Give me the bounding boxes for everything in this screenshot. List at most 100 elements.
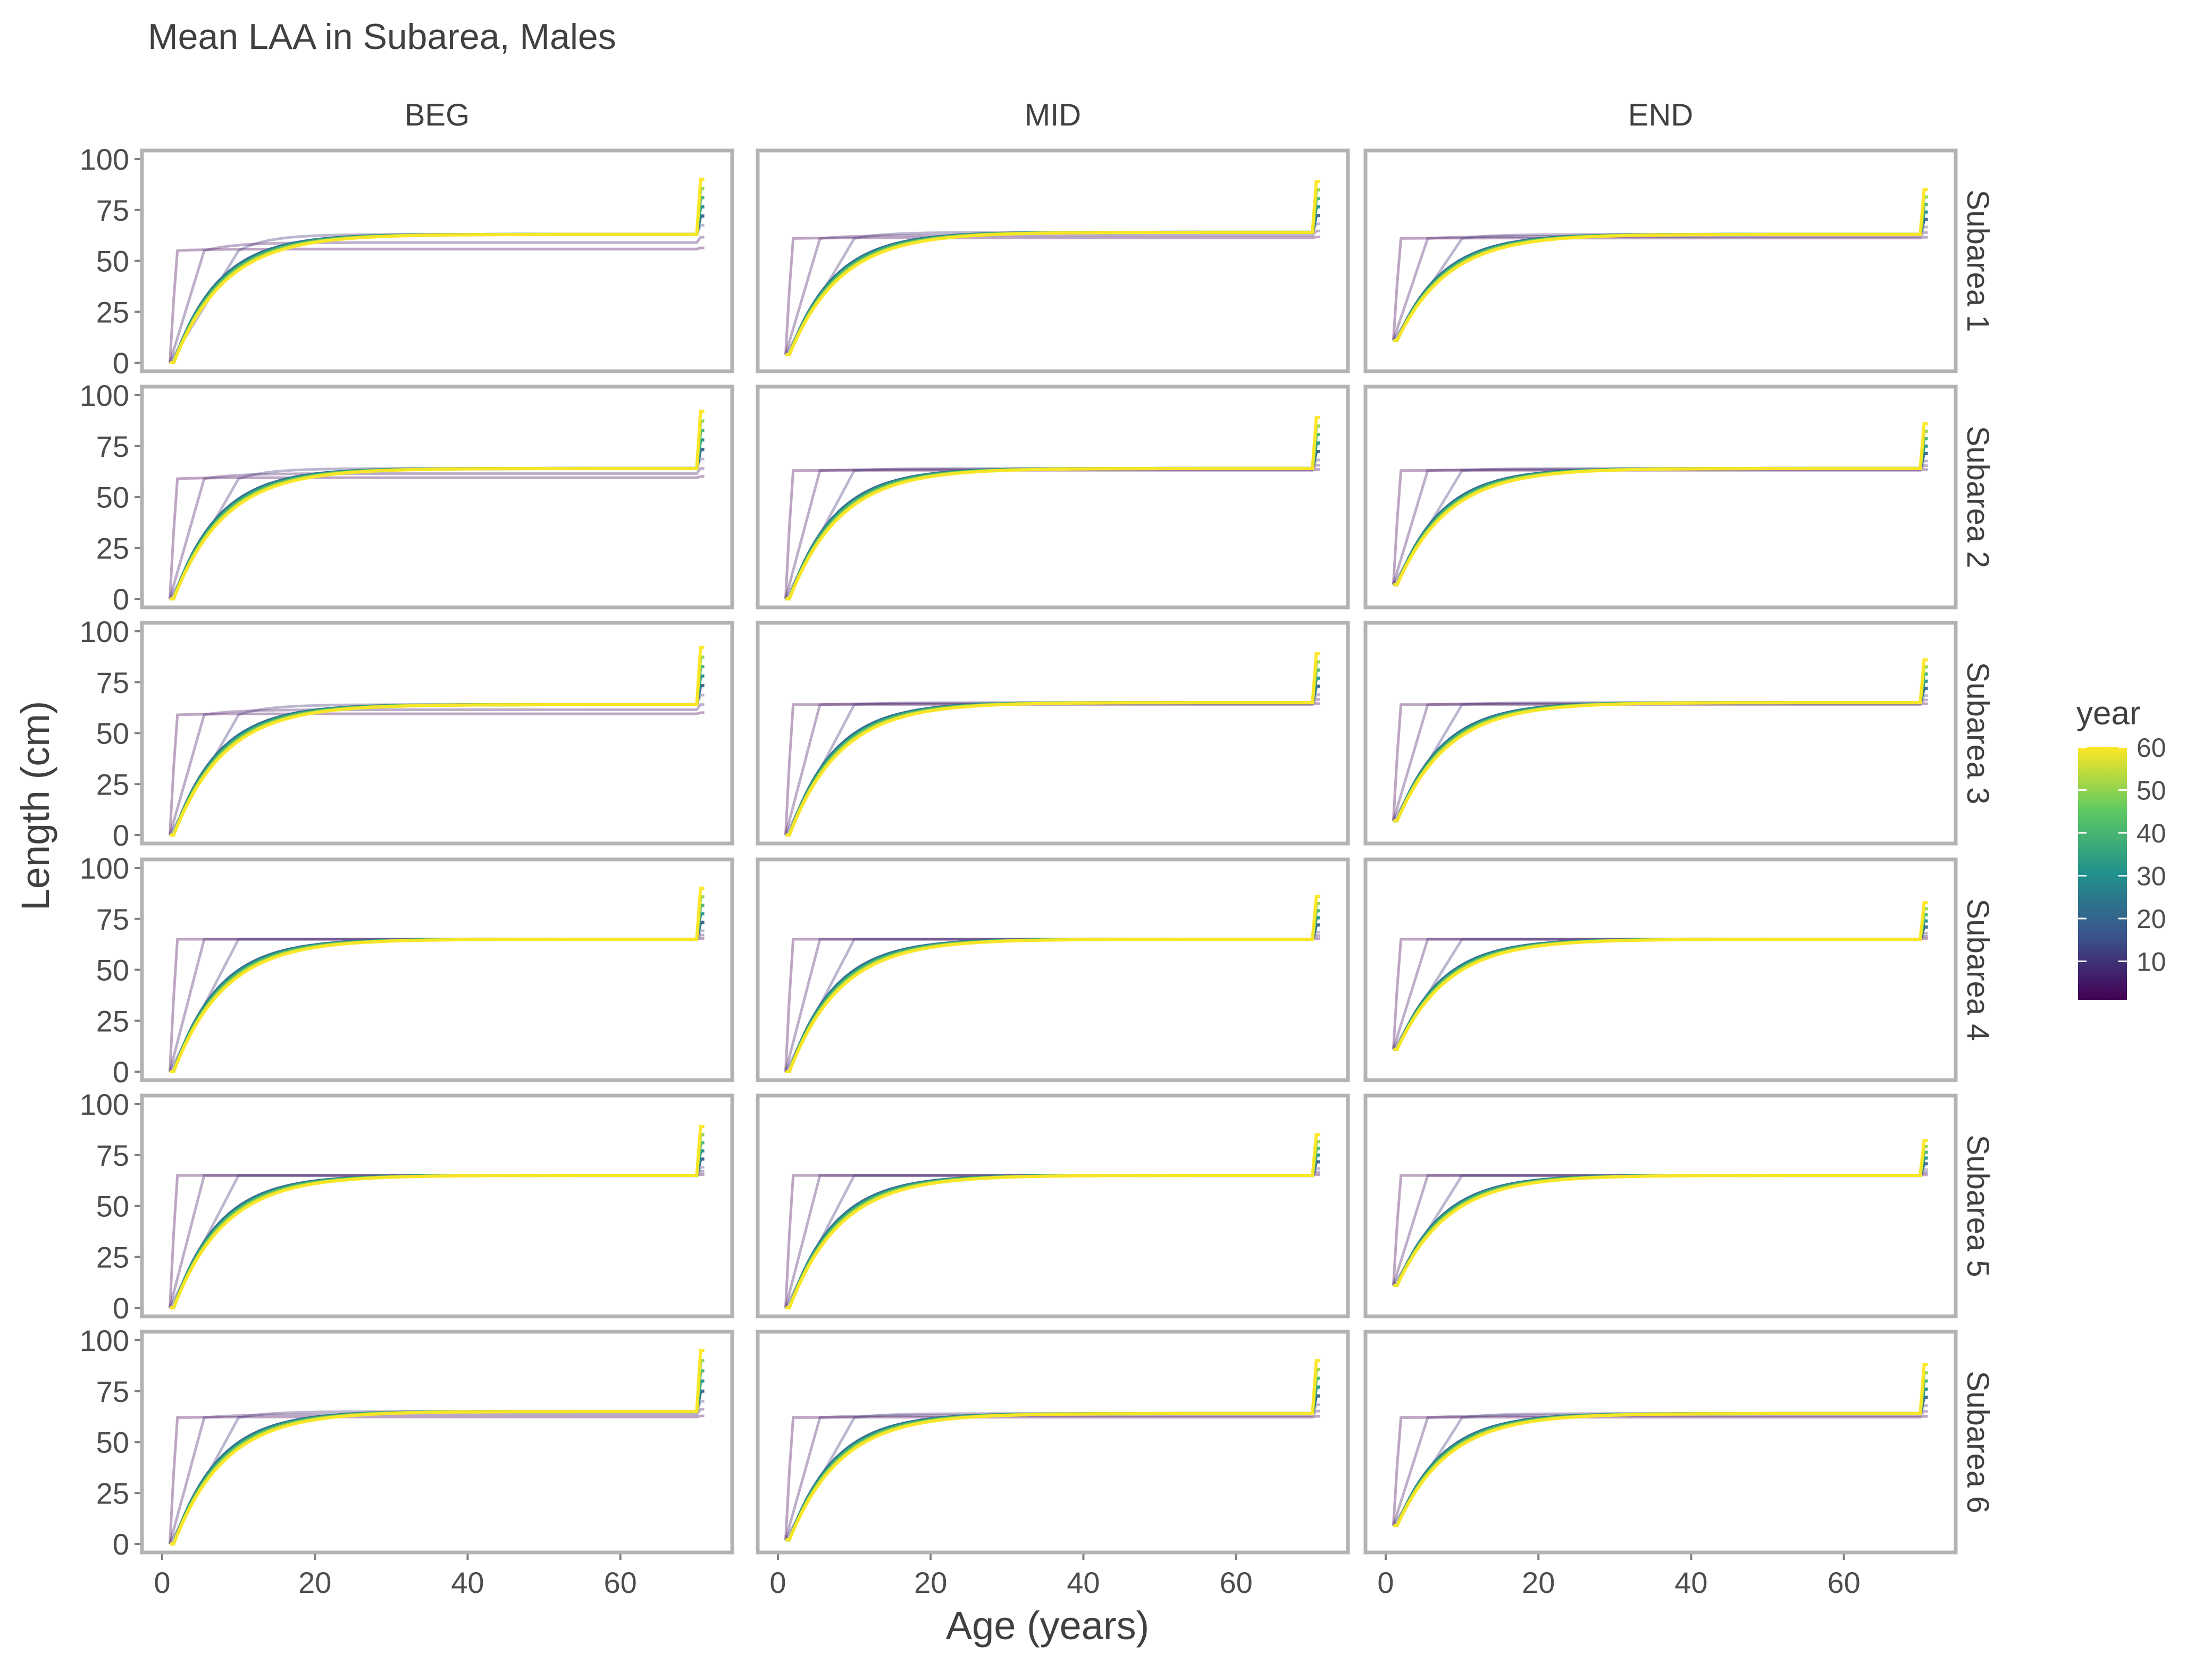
y-tick-label: 100 [80,379,129,412]
legend-tick-label: 60 [2136,733,2166,763]
y-tick-label: 75 [96,903,129,936]
series-line-year-60 [785,1133,1320,1309]
facet-row-label-6: Subarea 6 [1960,1371,1995,1514]
series-line-year-20 [1393,687,1928,823]
series-line-year-1 [784,236,1320,355]
series-line-year-60 [1393,901,1928,1051]
panel-5-mid [756,1093,1350,1318]
series-line-year-30 [785,441,1320,600]
series-line-year-5 [1392,1410,1928,1526]
series-line-year-60 [1393,658,1928,823]
series-line-year-50 [170,187,705,364]
series-line-year-10 [169,457,705,600]
series-line-year-40 [1393,913,1928,1051]
series-line-year-10 [1392,1404,1928,1526]
series-line-year-40 [170,1369,705,1546]
series-line-year-5 [1392,231,1928,341]
series-line-year-10 [784,1167,1320,1309]
series-line-year-5 [1392,464,1928,585]
panel-4-end [1363,857,1958,1082]
series-line-year-30 [1393,210,1928,342]
y-tick-label: 50 [96,717,129,750]
series-line-year-10 [169,224,705,364]
series-line-year-50 [785,188,1320,356]
y-tick-label: 50 [96,1426,129,1459]
series-line-year-1 [1392,1173,1928,1286]
panel-border [1363,1093,1958,1318]
series-line-year-50 [170,1133,705,1309]
panel-4-mid [756,857,1350,1082]
y-tick-label: 75 [96,1375,129,1408]
x-tick-label: 40 [451,1566,484,1599]
y-tick-label: 75 [96,194,129,227]
series-line-year-5 [784,698,1320,836]
series-line-year-20 [170,1157,705,1309]
series-line-year-50 [1393,1145,1928,1287]
facet-col-label-mid: MID [1025,98,1081,132]
panel-6-mid [756,1330,1350,1555]
series-line-year-10 [1392,694,1928,822]
series-line-year-60 [1393,1363,1928,1527]
legend-tick-label: 30 [2136,862,2166,891]
series-line-year-20 [170,448,705,600]
series-line-year-60 [1393,1139,1928,1287]
series-line-year-20 [785,1160,1320,1309]
series-line-year-40 [1393,203,1928,342]
series-line-year-30 [785,205,1320,356]
series-line-year-40 [785,197,1320,356]
series-line-year-5 [784,1171,1320,1308]
facet-row-label-4: Subarea 4 [1960,899,1995,1041]
series-line-year-50 [1393,665,1928,823]
y-tick-label: 0 [113,582,129,616]
series-line-year-20 [170,921,705,1073]
x-tick-label: 20 [1522,1566,1555,1599]
panel-border [756,857,1350,1082]
series-line-year-5 [784,464,1320,599]
series-line-year-50 [170,1359,705,1546]
series-line-year-60 [785,180,1320,356]
panel-3-end [1363,621,1958,846]
panel-1-end [1363,148,1958,373]
series-line-year-10 [784,222,1320,355]
series-line-year-60 [1393,188,1928,342]
series-line-year-30 [785,1153,1320,1309]
x-tick-label: 40 [1067,1566,1100,1599]
series-line-year-60 [785,895,1320,1073]
legend-tick-label: 50 [2136,776,2166,806]
series-line-year-60 [170,646,705,837]
y-tick-label: 100 [80,851,129,885]
panel-5-end [1363,1093,1958,1318]
series-line-year-50 [1393,907,1928,1051]
series-line-year-50 [785,660,1320,837]
panel-border [756,1093,1350,1318]
series-line-year-30 [1393,1387,1928,1527]
panel-border [140,385,734,609]
series-line-year-30 [1393,444,1928,587]
legend-tick-label: 10 [2136,947,2166,977]
panel-border [140,148,734,373]
panel-2-beg [140,385,734,609]
series-line-year-5 [1392,1171,1928,1286]
y-tick-label: 0 [113,346,129,380]
series-line-year-30 [170,1379,705,1546]
series-line-year-10 [1392,932,1928,1050]
series-line-year-10 [1392,460,1928,586]
series-line-year-40 [170,665,705,837]
series-line-year-40 [170,904,705,1073]
series-line-year-5 [168,703,705,836]
series-line-year-40 [1393,672,1928,823]
series-line-year-60 [170,887,705,1073]
panel-2-end [1363,385,1958,609]
x-tick-label: 0 [769,1566,786,1599]
series-line-year-1 [1392,236,1928,341]
series-line-year-40 [785,1147,1320,1309]
panel-3-mid [756,621,1350,846]
series-line-year-40 [785,1376,1320,1542]
series-line-year-50 [785,424,1320,600]
series-line-year-5 [784,1409,1320,1540]
series-line-year-5 [784,934,1320,1072]
series-line-year-20 [1393,1162,1928,1287]
series-line-year-60 [785,1359,1320,1542]
y-tick-label: 50 [96,481,129,514]
